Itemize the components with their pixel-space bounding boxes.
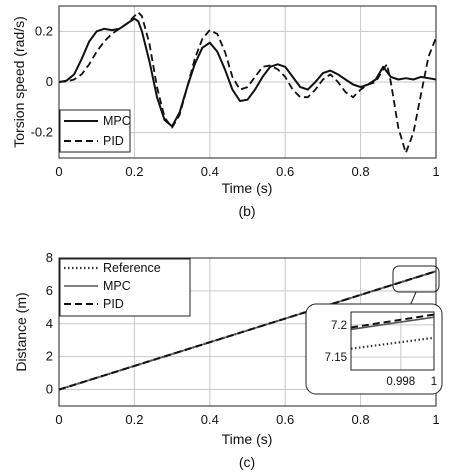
- x-tick-label: 0.4: [201, 412, 219, 427]
- caption-b: (b): [238, 203, 255, 219]
- x-tick-label: 0: [55, 164, 62, 179]
- x-tick-label: 0.4: [201, 164, 219, 179]
- legend: MPC PID: [59, 109, 131, 153]
- x-tick-label: 0.6: [276, 164, 294, 179]
- distance-chart: 0 0.2 0.4 0.6 0.8 1 0 2 4 6 8 Distance (m) Time (s…: [13, 250, 443, 470]
- inset-background: [305, 303, 443, 395]
- series-line-pid: [58, 11, 437, 154]
- zoom-region-box: [392, 265, 440, 293]
- x-axis-label: Time (s): [222, 431, 273, 447]
- torsion-speed-chart: 0 0.2 0.4 0.6 0.8 1 -0.2 0 0.2 Torsion speed (ra…: [11, 5, 440, 219]
- legend-label-reference: Reference: [103, 261, 161, 275]
- plot-frame: [58, 5, 437, 159]
- y-axis-label: Torsion speed (rad/s): [11, 16, 27, 148]
- x-axis-label: Time (s): [222, 180, 273, 196]
- y-tick-label: 0: [46, 74, 53, 89]
- x-tick-label: 0.6: [276, 412, 294, 427]
- y-tick-label: 7.2: [331, 320, 347, 332]
- y-tick-label: 6: [46, 283, 53, 298]
- series-line-mpc: [58, 270, 437, 391]
- x-tick-label: 0.8: [352, 412, 370, 427]
- y-tick-label: 2: [46, 349, 53, 364]
- y-tick-label: 4: [46, 316, 53, 331]
- x-tick-label: 1: [431, 376, 437, 388]
- y-tick-label: -0.2: [31, 125, 53, 140]
- legend-label-mpc: MPC: [103, 279, 131, 293]
- y-tick-label: 8: [46, 250, 53, 265]
- legend-box: [59, 109, 131, 153]
- series-line-pid: [350, 313, 435, 329]
- y-tick-label: 0.2: [35, 23, 53, 38]
- y-tick-label: 0: [46, 382, 53, 397]
- y-axis-label: Distance (m): [13, 292, 29, 371]
- legend-box: [59, 258, 191, 317]
- legend-label-pid: PID: [103, 134, 124, 148]
- series-line-mpc: [350, 316, 435, 331]
- x-tick-label: 0.2: [125, 164, 143, 179]
- x-tick-label: 0.8: [352, 164, 370, 179]
- legend-label-pid: PID: [103, 297, 124, 311]
- x-tick-label: 0: [55, 412, 62, 427]
- legend-label-mpc: MPC: [103, 114, 131, 128]
- inset-chart: 0.998 1 7.15 7.2: [305, 303, 443, 395]
- x-tick-label: 0.2: [125, 412, 143, 427]
- caption-c: (c): [239, 454, 255, 470]
- inset-plot-frame: [350, 311, 435, 371]
- x-tick-label: 0.998: [386, 376, 415, 388]
- x-tick-label: 1: [432, 412, 439, 427]
- y-tick-label: 7.15: [325, 352, 347, 364]
- x-tick-label: 1: [432, 164, 439, 179]
- legend: Reference MPC PID: [59, 258, 191, 317]
